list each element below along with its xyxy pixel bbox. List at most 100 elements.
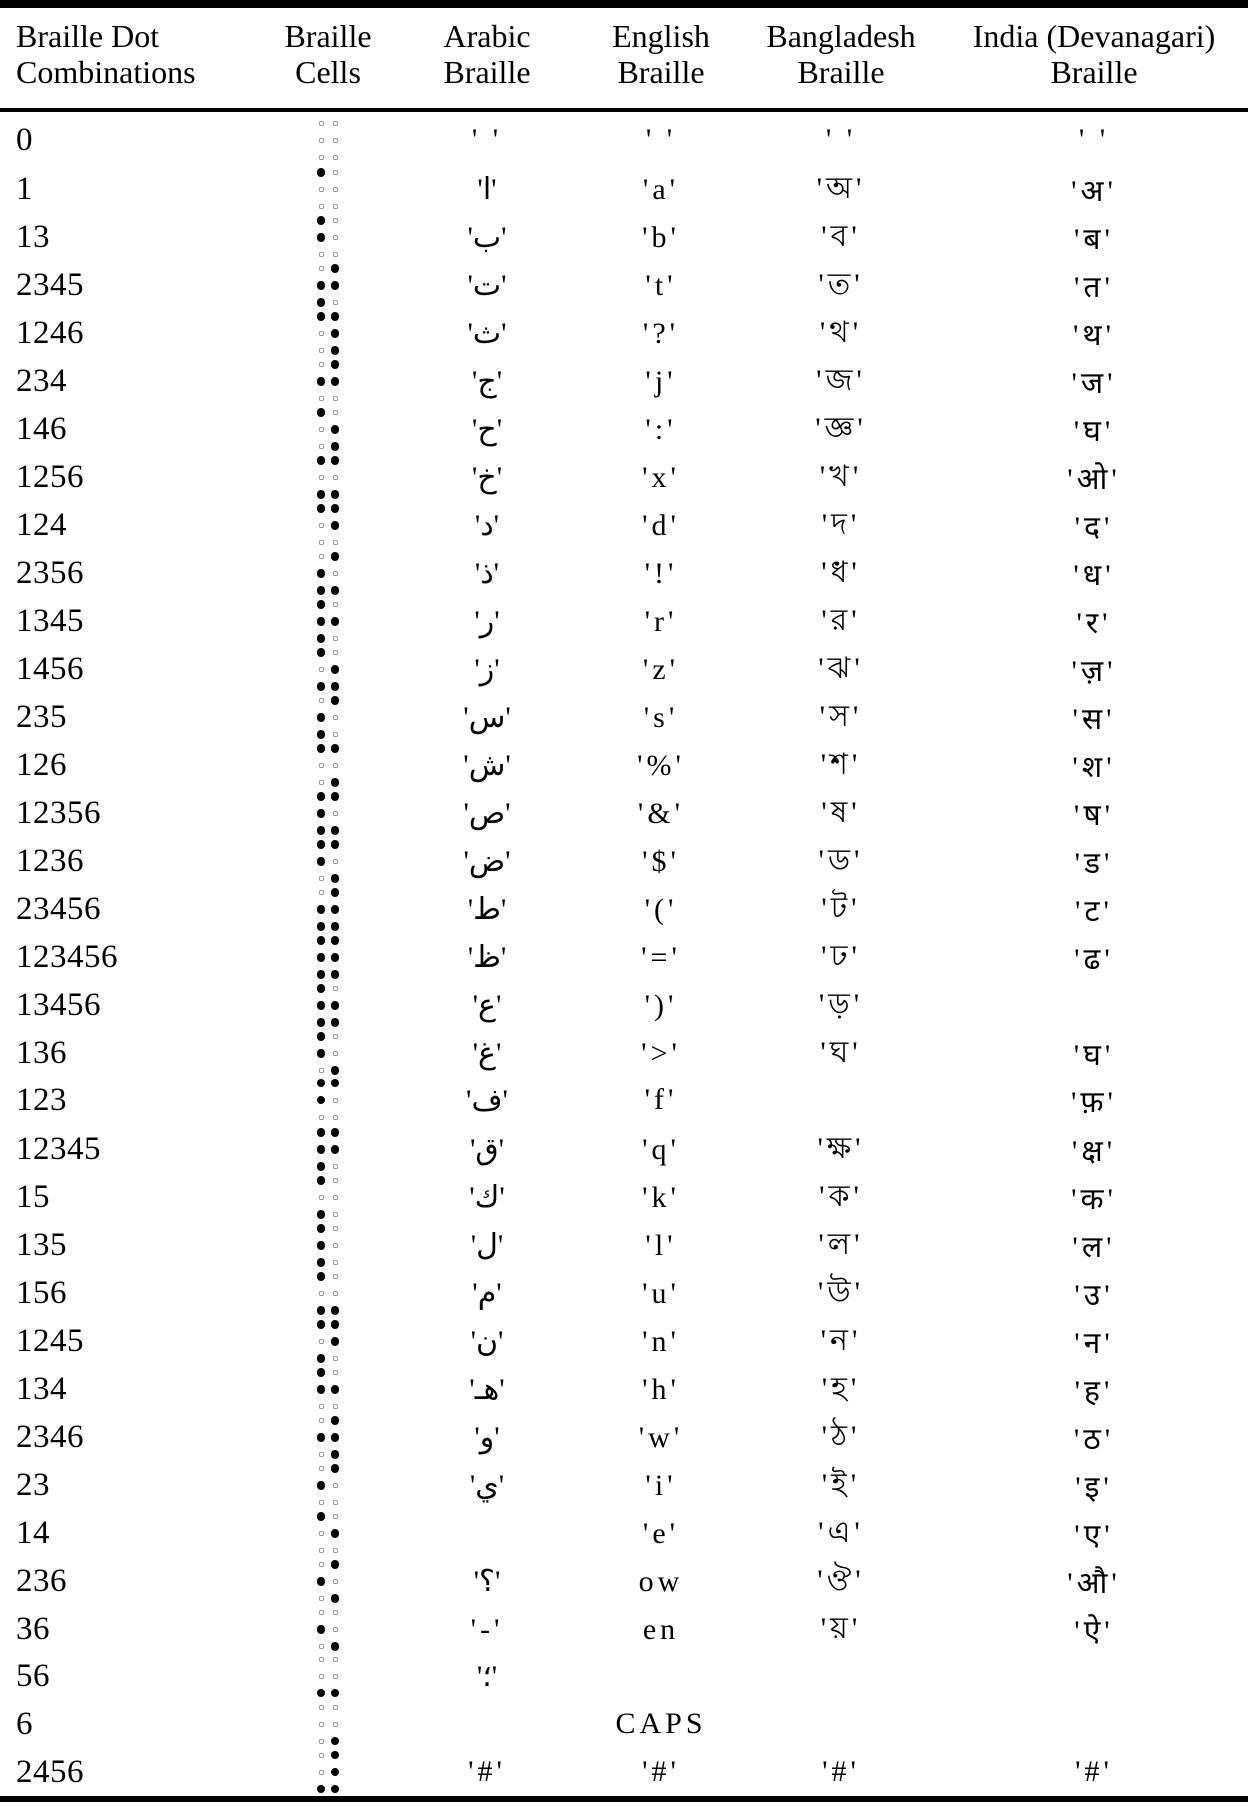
english-value: 'u' — [642, 1276, 680, 1310]
english-value: '%' — [637, 748, 685, 782]
bangladesh-value: 'ট' — [821, 892, 861, 925]
dot-combination: 134 — [16, 1371, 67, 1407]
braille-dot-empty — [332, 1212, 338, 1217]
braille-dot-filled — [316, 905, 326, 914]
braille-dot-empty — [332, 1356, 338, 1361]
braille-dot-slot — [316, 839, 327, 850]
braille-dot-filled — [330, 1001, 340, 1010]
braille-dot-slot — [316, 1528, 327, 1539]
braille-dot-filled — [330, 1464, 340, 1473]
braille-dot-slot — [316, 791, 327, 802]
braille-dot-empty — [318, 1562, 324, 1567]
table-row: 1 'ا' 'a' 'অ' 'अ' — [0, 164, 1248, 212]
braille-dot-filled — [330, 281, 340, 290]
braille-dot-slot — [330, 1336, 341, 1347]
dot-combination: 124 — [16, 507, 67, 543]
braille-dot-empty — [318, 187, 324, 192]
braille-dot-filled — [330, 1306, 340, 1315]
bangladesh-value: 'জ্ঞ' — [815, 412, 867, 445]
bangladesh-value: 'ঘ' — [820, 1036, 862, 1069]
braille-cell — [262, 983, 394, 1028]
braille-dot-slot — [316, 599, 327, 610]
braille-cell — [262, 503, 394, 548]
bangladesh-value: 'উ' — [817, 1276, 865, 1309]
india-value: 'ऐ' — [1074, 1615, 1114, 1648]
braille-dot-filled — [316, 1162, 326, 1171]
braille-dot-filled — [316, 617, 326, 626]
dot-combination: 56 — [16, 1657, 50, 1694]
bangladesh-value: 'স' — [819, 700, 863, 733]
braille-dot-empty — [318, 1610, 324, 1615]
dot-combination: 12345 — [16, 1131, 101, 1167]
braille-dot-filled — [330, 840, 340, 849]
arabic-value: 'م' — [472, 1277, 502, 1310]
braille-dot-slot — [316, 503, 327, 514]
dot-combination: 1246 — [16, 315, 84, 351]
braille-dot-slot — [316, 1415, 327, 1426]
dot-combination: 235 — [16, 699, 67, 735]
braille-cell — [262, 215, 394, 260]
dot-combination: 14 — [16, 1515, 50, 1551]
braille-dot-slot — [316, 1353, 327, 1364]
braille-dot-filled — [330, 1018, 340, 1027]
braille-dot-empty — [332, 1514, 338, 1519]
braille-dot-slot — [330, 1624, 341, 1635]
braille-dot-slot — [316, 537, 327, 548]
braille-dot-empty — [332, 300, 338, 305]
braille-dot-slot — [330, 489, 341, 500]
bangladesh-value: 'ন' — [820, 1324, 862, 1357]
braille-cell — [262, 1031, 394, 1076]
braille-dot-empty — [318, 554, 324, 559]
braille-cell — [262, 599, 394, 644]
braille-dot-slot — [316, 633, 327, 644]
english-value: 'a' — [642, 172, 680, 206]
braille-dot-slot — [330, 856, 341, 867]
braille-dot-filled — [330, 1078, 340, 1088]
english-value: 'w' — [638, 1420, 684, 1454]
braille-dot-slot — [330, 1415, 341, 1426]
table-row: 6 CAPS — [0, 1700, 1248, 1748]
braille-cell — [262, 1078, 394, 1123]
braille-dot-slot — [316, 1671, 327, 1682]
braille-dot-slot — [316, 1000, 327, 1011]
english-value: '&' — [637, 796, 685, 830]
braille-dot-filled — [316, 1145, 326, 1154]
header-arabic-braille: Arabic Braille — [443, 18, 531, 90]
braille-dot-slot — [316, 345, 327, 356]
braille-dot-slot — [316, 664, 327, 675]
braille-dot-slot — [316, 1576, 327, 1587]
braille-dot-slot — [330, 520, 341, 531]
braille-dot-filled — [330, 264, 340, 273]
bangladesh-value: 'ষ' — [821, 796, 861, 829]
braille-dot-filled — [316, 233, 326, 242]
bangladesh-value: 'ড়' — [818, 988, 864, 1021]
india-value: 'ओ' — [1067, 463, 1121, 496]
braille-dot-filled — [330, 905, 340, 914]
bangladesh-value: 'ক্ষ' — [817, 1132, 865, 1165]
braille-dot-slot — [330, 1497, 341, 1508]
braille-dot-filled — [316, 569, 326, 578]
braille-dot-slot — [316, 520, 327, 531]
table-row: 2456 '#' '#' '#' '#' — [0, 1748, 1248, 1796]
braille-dot-slot — [316, 1209, 327, 1220]
table-row: 2345 'ت' 't' 'ত' 'त' — [0, 260, 1248, 308]
dot-combination: 123 — [16, 1081, 67, 1118]
braille-dot-filled — [316, 1241, 326, 1250]
braille-dot-filled — [330, 682, 340, 691]
india-value: 'ल' — [1072, 1231, 1116, 1264]
india-value: 'ठ' — [1073, 1423, 1115, 1456]
table-row: 234 'ج' 'j' 'জ' 'ज' — [0, 356, 1248, 404]
braille-dot-slot — [330, 1480, 341, 1491]
braille-dot-slot — [330, 1767, 341, 1778]
braille-dot-slot — [330, 1078, 341, 1089]
braille-dot-slot — [330, 808, 341, 819]
braille-dot-slot — [330, 1671, 341, 1682]
braille-dot-filled — [330, 1145, 340, 1154]
table-top-rule — [0, 0, 1248, 8]
braille-dot-empty — [318, 396, 324, 401]
braille-dot-filled — [330, 665, 340, 674]
braille-dot-empty — [332, 475, 338, 480]
india-value: 'इ' — [1075, 1471, 1113, 1504]
braille-dot-slot — [316, 1654, 327, 1665]
braille-dot-slot — [316, 1048, 327, 1059]
